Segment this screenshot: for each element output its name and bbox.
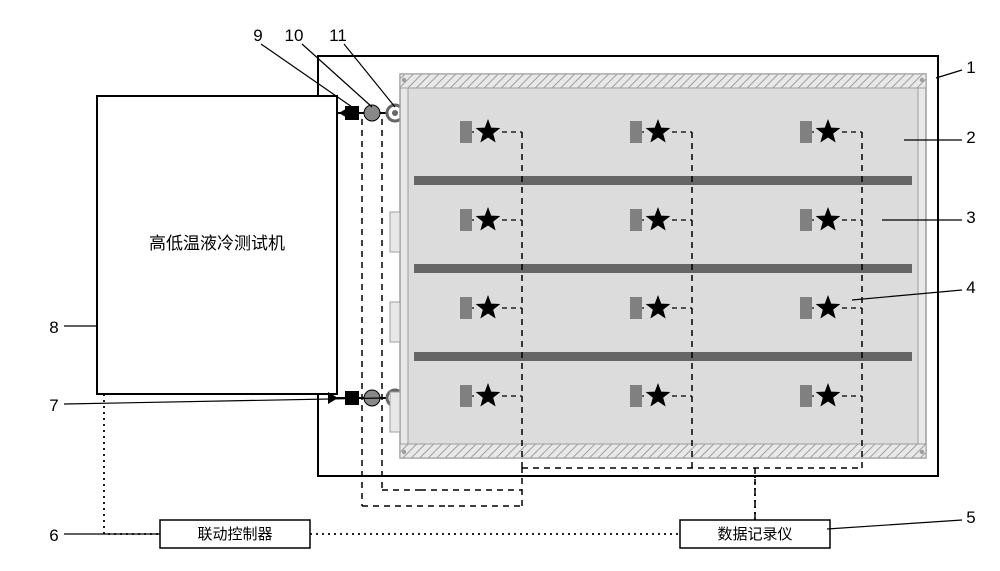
sensor-rect (800, 385, 812, 407)
panel-divider-bar (414, 354, 912, 361)
pipe-joint-block (345, 106, 359, 120)
callout-2: 2 (966, 128, 975, 147)
sensor-rect (460, 209, 472, 231)
callout-5: 5 (966, 508, 975, 527)
callout-9: 9 (253, 26, 262, 45)
callout-8: 8 (49, 318, 58, 337)
sensor-rect (630, 209, 642, 231)
sensor-rect (630, 121, 642, 143)
sensor-rect (800, 121, 812, 143)
sensor-rect (800, 209, 812, 231)
data-recorder-label: 数据记录仪 (717, 526, 792, 543)
panel-divider-bar (414, 266, 912, 273)
callout-4: 4 (966, 278, 975, 297)
panel-divider-bar (414, 178, 912, 185)
callout-3: 3 (966, 208, 975, 227)
sensor-rect (630, 297, 642, 319)
linkage-controller-label: 联动控制器 (197, 526, 272, 543)
sensor-rect (800, 297, 812, 319)
callout-6: 6 (49, 526, 58, 545)
callout-1: 1 (966, 58, 975, 77)
tester-label: 高低温液冷测试机 (149, 234, 285, 253)
sensor-rect (630, 385, 642, 407)
sensor-rect (460, 121, 472, 143)
callout-11: 11 (329, 26, 347, 45)
pipe-joint-ball (364, 105, 380, 121)
sensor-rect (460, 385, 472, 407)
callout-10: 10 (285, 26, 304, 45)
sensor-rect (460, 297, 472, 319)
callout-7: 7 (49, 396, 58, 415)
